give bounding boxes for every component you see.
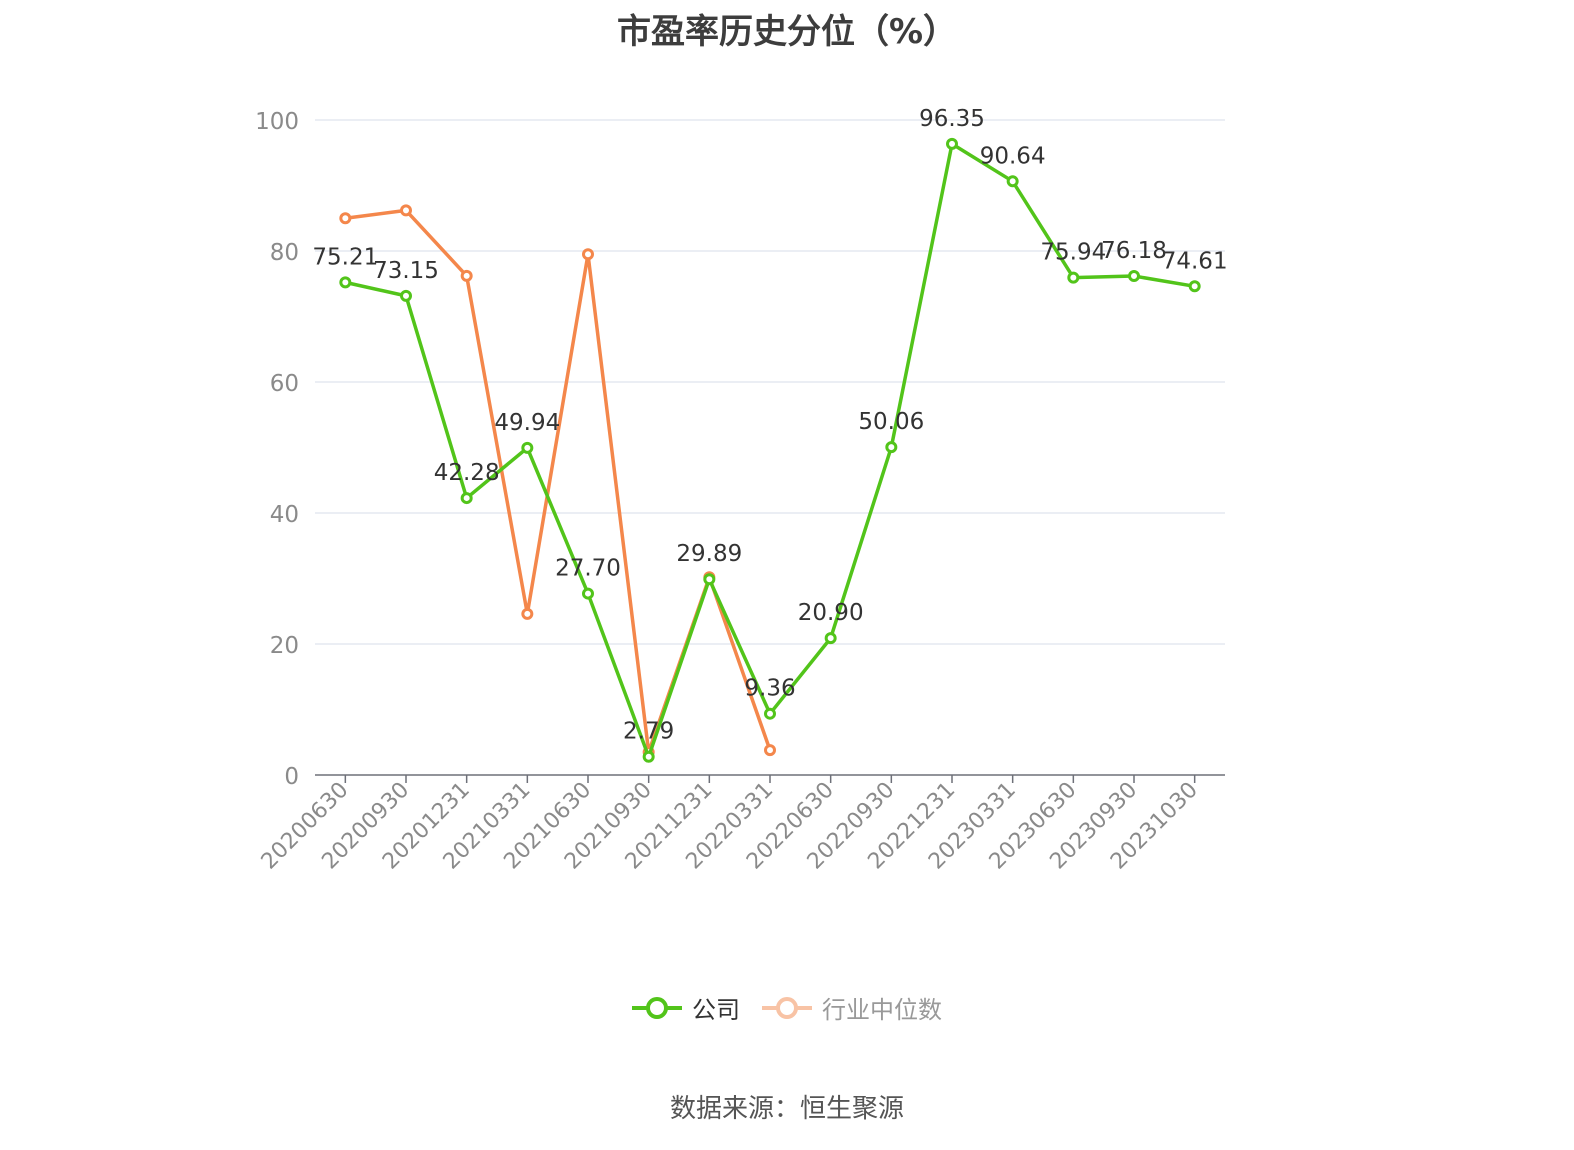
company-point [339, 276, 352, 289]
data-label: 96.35 [919, 106, 985, 132]
legend-label-industry-median: 行业中位数 [822, 996, 942, 1024]
industry-median-point [582, 248, 594, 261]
company-point [1188, 280, 1201, 293]
company-point [521, 441, 534, 454]
company-point [946, 137, 958, 150]
data-label: 73.15 [373, 258, 439, 284]
industry-median-point [460, 269, 473, 282]
company-point [885, 441, 898, 454]
data-label: 29.89 [676, 541, 742, 567]
company-point [1006, 175, 1019, 188]
chart-title: 市盈率历史分位（%） [616, 12, 958, 52]
legend-label-company: 公司 [692, 996, 740, 1024]
data-label: 90.64 [980, 143, 1046, 169]
legend: 公司 行业中位数 [0, 990, 1574, 1025]
data-label: 2.79 [623, 719, 674, 745]
company-point [703, 573, 716, 586]
company-point [1128, 270, 1140, 283]
data-label: 50.06 [858, 409, 924, 435]
data-label: 42.28 [434, 460, 500, 486]
company-point [764, 707, 776, 720]
industry-median-point [400, 204, 412, 217]
legend-item-industry-median[interactable]: 行业中位数 [762, 990, 942, 1025]
y-tick-label: 80 [270, 240, 299, 266]
company-point [1067, 271, 1080, 284]
data-source: 数据来源：恒生聚源 [669, 1094, 904, 1124]
axes: 0204060801002020063020200930202012312021… [255, 109, 1225, 874]
data-label: 20.90 [798, 600, 864, 626]
data-label: 75.21 [312, 244, 378, 270]
company-line [344, 142, 1195, 759]
y-tick-label: 60 [270, 371, 299, 397]
grid-lines [315, 119, 1225, 645]
company-point [824, 632, 837, 645]
company-point [582, 587, 594, 600]
y-tick-label: 0 [284, 764, 299, 790]
data-label: 49.94 [494, 410, 560, 436]
legend-item-company[interactable]: 公司 [632, 990, 740, 1025]
industry-median-point [521, 607, 534, 620]
industry-median-point [339, 212, 352, 225]
series-lines [339, 137, 1201, 763]
data-label: 74.61 [1162, 248, 1228, 274]
legend-swatch-company [632, 996, 682, 1019]
data-label: 27.70 [555, 556, 621, 582]
company-point [460, 492, 473, 505]
data-label: 9.36 [744, 676, 795, 702]
company-point [400, 289, 412, 302]
data-label: 75.94 [1040, 240, 1106, 266]
y-tick-label: 40 [270, 502, 299, 528]
company-point [642, 750, 655, 763]
legend-swatch-industry-median [762, 996, 812, 1019]
y-tick-label: 20 [270, 633, 299, 659]
industry-median-point [764, 744, 776, 757]
data-label: 76.18 [1101, 238, 1167, 264]
y-tick-label: 100 [255, 109, 299, 135]
